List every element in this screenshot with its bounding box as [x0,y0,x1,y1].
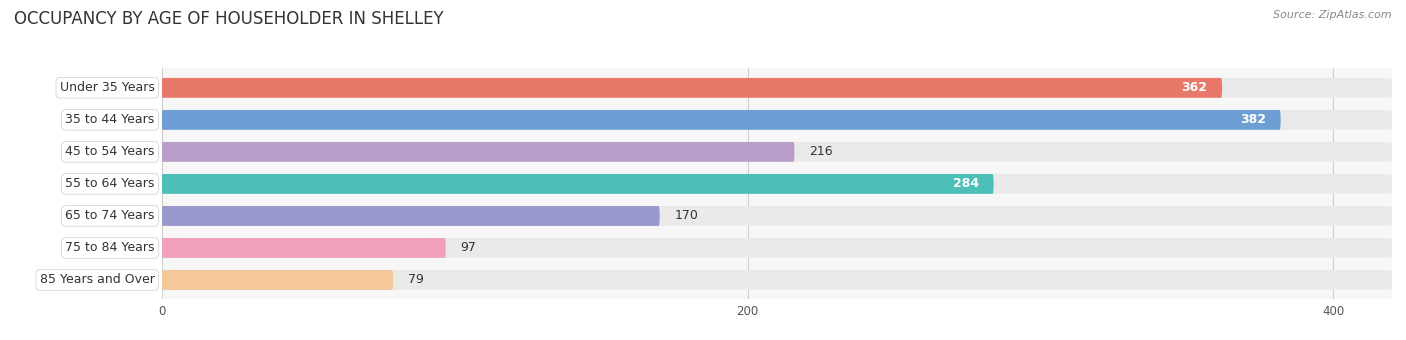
Text: 85 Years and Over: 85 Years and Over [39,273,155,287]
Text: 284: 284 [953,177,979,190]
FancyBboxPatch shape [162,174,994,194]
Text: 362: 362 [1181,81,1208,95]
Text: Source: ZipAtlas.com: Source: ZipAtlas.com [1274,10,1392,20]
Text: 216: 216 [808,146,832,158]
FancyBboxPatch shape [162,142,1392,162]
Text: 75 to 84 Years: 75 to 84 Years [65,241,155,254]
FancyBboxPatch shape [162,174,1392,194]
Text: 65 to 74 Years: 65 to 74 Years [65,209,155,222]
FancyBboxPatch shape [162,78,1392,98]
Text: 170: 170 [675,209,699,222]
Text: 97: 97 [461,241,477,254]
FancyBboxPatch shape [162,206,1392,226]
Text: 35 to 44 Years: 35 to 44 Years [66,113,155,126]
Text: 382: 382 [1240,113,1265,126]
FancyBboxPatch shape [162,238,1392,258]
Text: OCCUPANCY BY AGE OF HOUSEHOLDER IN SHELLEY: OCCUPANCY BY AGE OF HOUSEHOLDER IN SHELL… [14,10,444,28]
FancyBboxPatch shape [162,270,1392,290]
Text: 55 to 64 Years: 55 to 64 Years [65,177,155,190]
FancyBboxPatch shape [162,78,1222,98]
FancyBboxPatch shape [162,142,794,162]
FancyBboxPatch shape [162,206,659,226]
FancyBboxPatch shape [162,110,1281,130]
Text: Under 35 Years: Under 35 Years [60,81,155,95]
FancyBboxPatch shape [162,238,446,258]
Text: 79: 79 [408,273,423,287]
FancyBboxPatch shape [162,270,394,290]
FancyBboxPatch shape [162,110,1392,130]
Text: 45 to 54 Years: 45 to 54 Years [65,146,155,158]
